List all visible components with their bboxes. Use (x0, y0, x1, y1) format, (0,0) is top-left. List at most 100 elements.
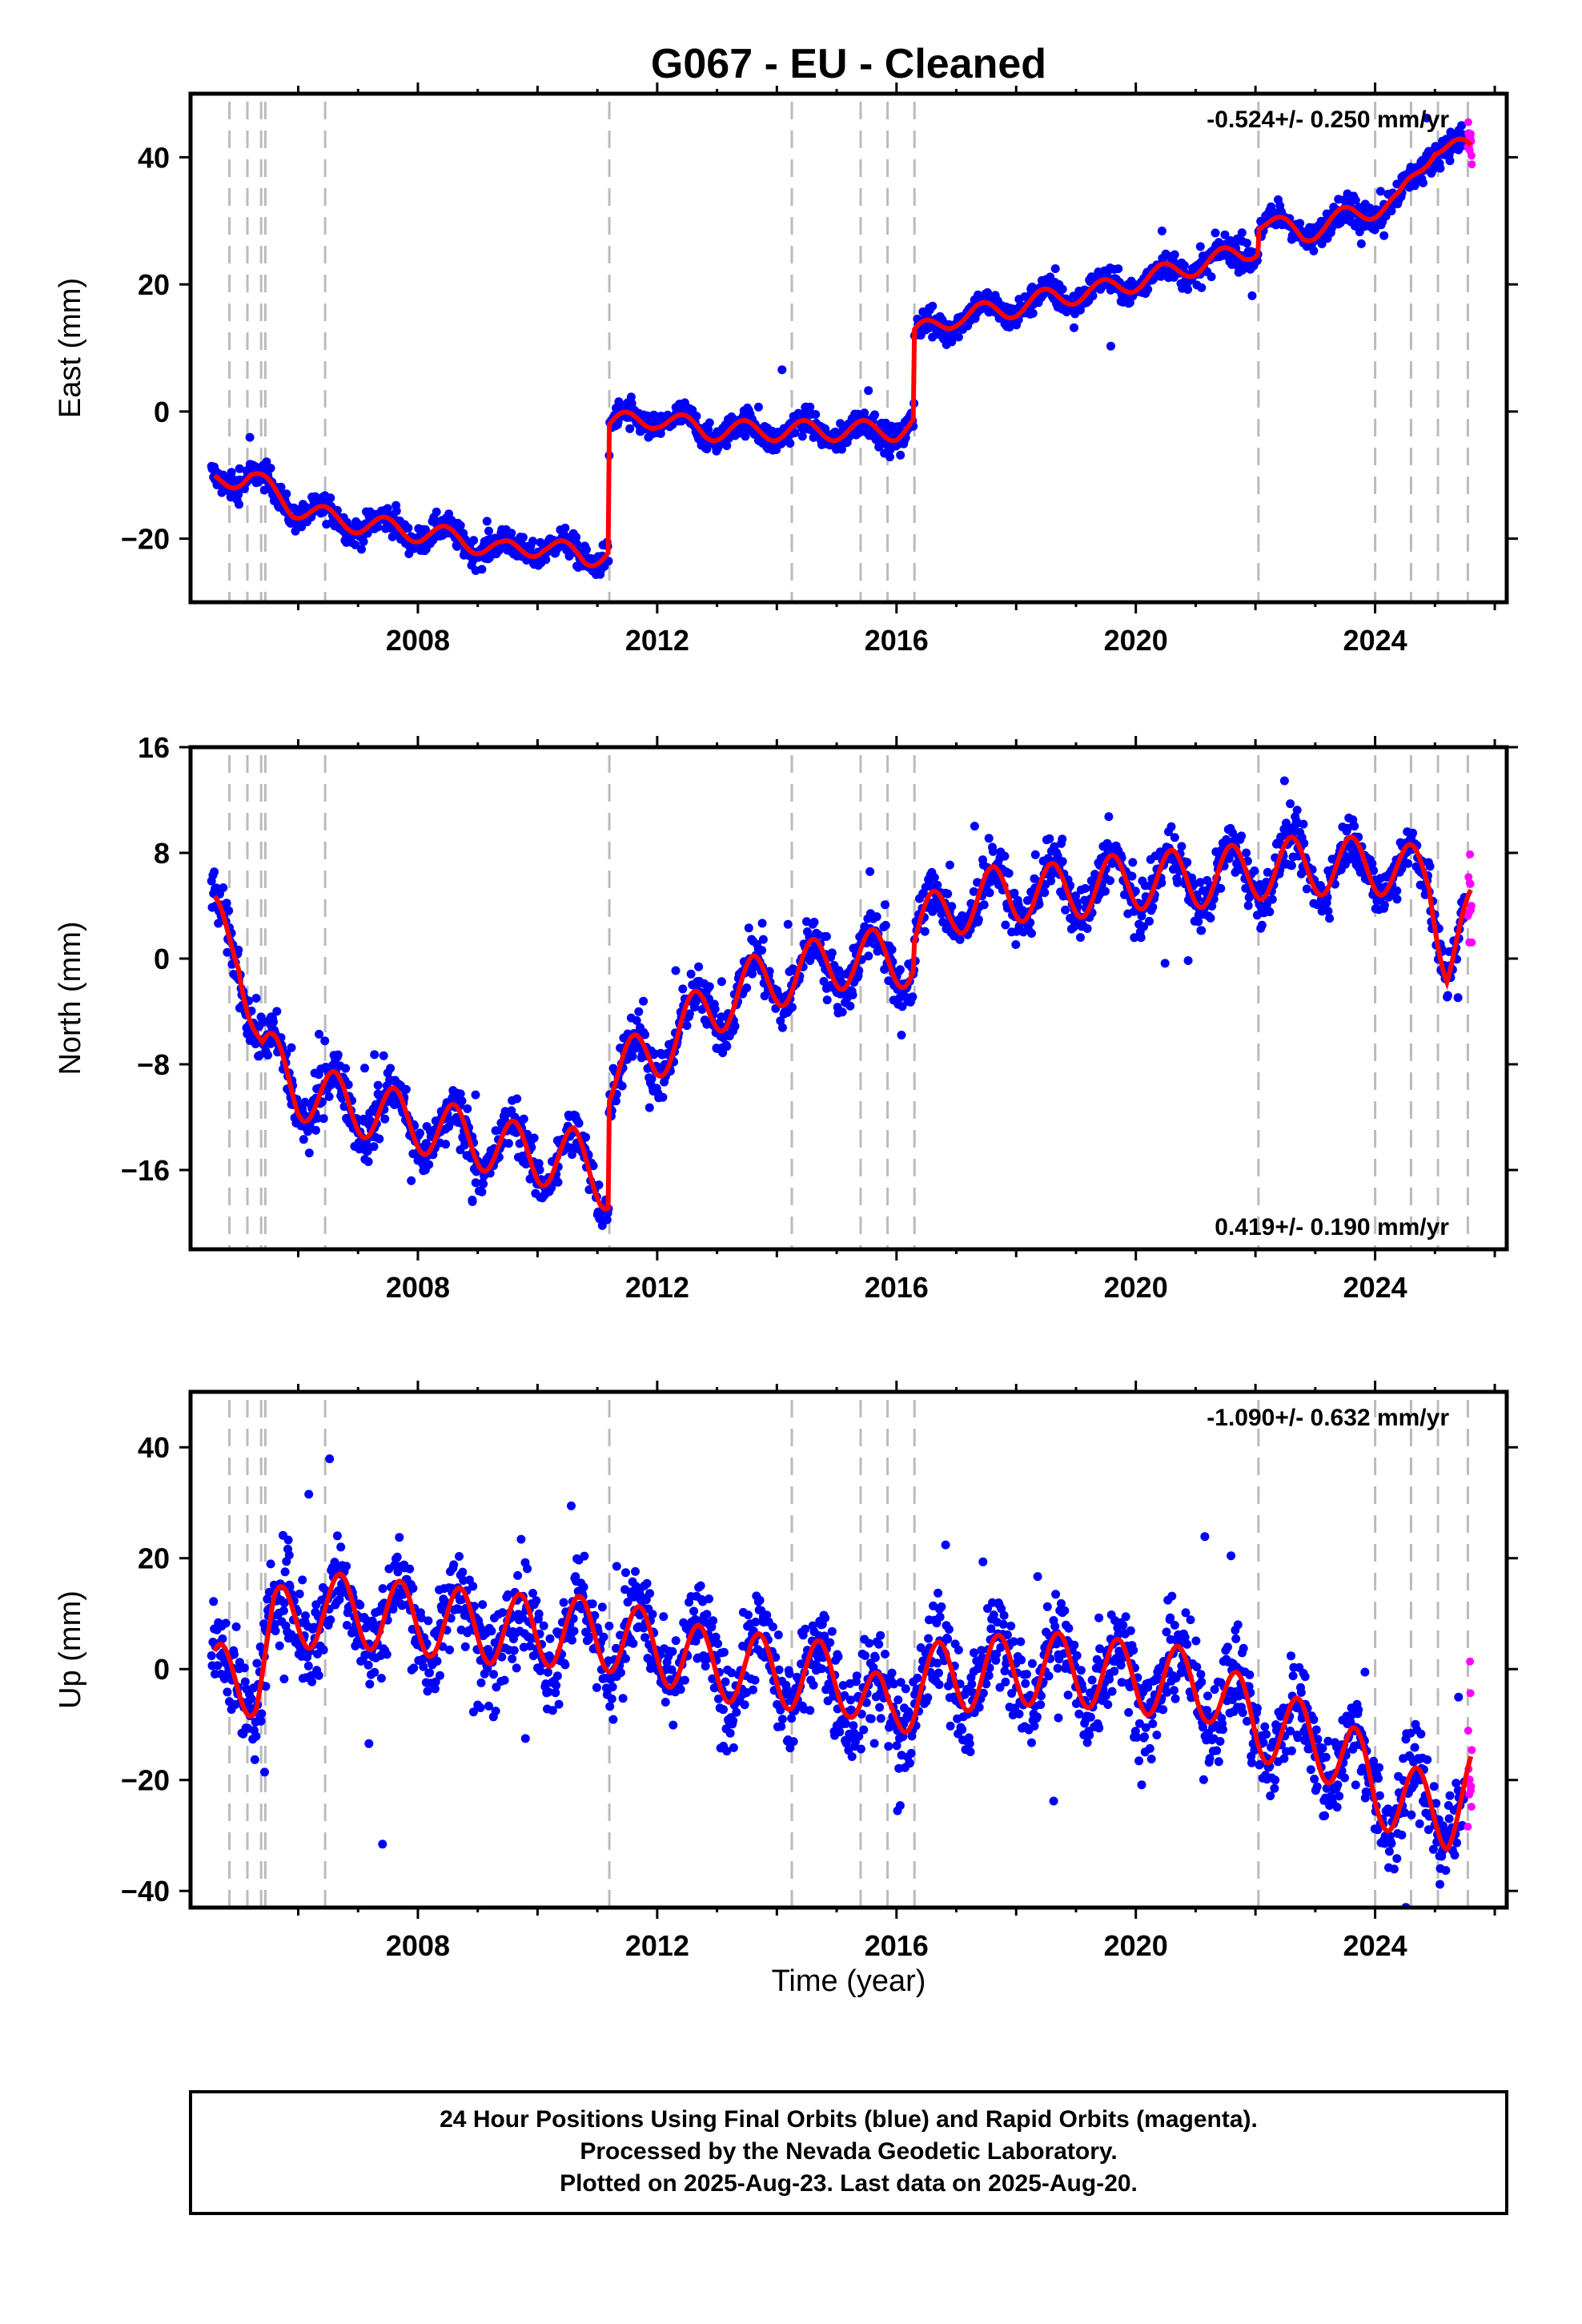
final-orbit-point (668, 1647, 677, 1656)
final-orbit-point (504, 1139, 513, 1148)
final-orbit-point (874, 1639, 884, 1649)
final-orbit-point (363, 1660, 373, 1670)
final-orbit-point (357, 545, 366, 554)
rapid-orbit-point (1467, 130, 1475, 139)
final-orbit-point (1267, 895, 1277, 904)
final-orbit-point (885, 452, 894, 462)
rapid-orbit-point (1468, 938, 1476, 947)
final-orbit-point (943, 889, 953, 899)
final-orbit-point (1157, 226, 1166, 235)
final-orbit-point (365, 507, 375, 517)
final-orbit-point (568, 1635, 576, 1645)
final-orbit-point (262, 457, 271, 467)
final-orbit-point (905, 1759, 914, 1768)
final-orbit-point (760, 991, 769, 1001)
final-orbit-point (797, 432, 807, 441)
final-orbit-point (1443, 991, 1452, 1000)
final-orbit-point (245, 432, 255, 442)
plot-frame (188, 745, 1509, 1252)
final-orbit-point (685, 1009, 694, 1019)
final-orbit-point (821, 931, 831, 941)
final-orbit-point (1177, 842, 1186, 851)
final-orbit-point (311, 1125, 320, 1135)
final-orbit-point (785, 439, 795, 448)
final-orbit-point (817, 1664, 826, 1674)
final-orbit-points (207, 776, 1469, 1230)
final-orbit-point (1004, 869, 1014, 878)
final-orbit-point (661, 1698, 670, 1707)
final-orbit-point (1206, 913, 1215, 923)
final-orbit-point (519, 1114, 528, 1124)
final-orbit-point (423, 1687, 432, 1696)
final-orbit-point (375, 1134, 384, 1144)
final-orbit-point (408, 1583, 418, 1593)
final-orbit-point (407, 1176, 416, 1185)
rapid-orbit-point (1466, 850, 1475, 858)
final-orbit-point (750, 1675, 760, 1685)
final-orbit-point (532, 1596, 541, 1606)
final-orbit-point (920, 927, 930, 936)
final-orbit-point (1351, 195, 1360, 205)
final-orbit-point (1179, 260, 1189, 270)
final-orbit-point (581, 1132, 591, 1142)
final-orbit-point (870, 1653, 880, 1663)
final-orbit-point (776, 1016, 785, 1026)
y-tick-label: 20 (138, 268, 170, 301)
final-orbit-point (1299, 819, 1308, 829)
plot-frame (188, 91, 1509, 605)
final-orbit-point (388, 1604, 398, 1614)
final-orbit-point (599, 1632, 608, 1642)
final-orbit-point (335, 1594, 344, 1604)
y-tick-label: −20 (121, 523, 170, 556)
final-orbit-point (827, 948, 837, 958)
final-orbit-point (1130, 933, 1139, 943)
final-orbit-point (551, 1688, 560, 1698)
final-orbit-point (409, 1663, 419, 1673)
final-orbit-point (852, 1671, 861, 1681)
final-orbit-point (705, 982, 714, 991)
final-orbit-point (536, 1667, 545, 1675)
rapid-orbit-point (1468, 160, 1476, 169)
final-orbit-point (777, 365, 787, 375)
final-orbit-point (722, 1042, 732, 1051)
final-orbit-point (616, 1668, 625, 1678)
final-orbit-point (251, 994, 261, 1003)
final-orbit-point (320, 1036, 330, 1046)
rate-label: -0.524+/- 0.250 mm/yr (1207, 107, 1449, 133)
final-orbit-point (809, 1680, 818, 1690)
final-orbit-point (790, 428, 800, 437)
final-orbit-point (628, 1638, 638, 1648)
final-orbit-point (1106, 876, 1114, 886)
final-orbit-point (471, 1090, 480, 1100)
final-orbit-point (809, 918, 819, 927)
final-orbit-point (1238, 236, 1247, 246)
final-orbit-point (701, 422, 711, 431)
final-orbit-point (1334, 195, 1343, 204)
final-orbit-point (602, 1215, 612, 1224)
final-orbit-point (954, 332, 963, 342)
final-orbit-point (1030, 850, 1040, 859)
final-orbit-point (788, 1003, 797, 1012)
final-orbit-point (906, 1748, 916, 1758)
final-orbit-point (1034, 899, 1044, 909)
final-orbit-point (479, 1179, 488, 1188)
final-orbit-point (718, 1048, 728, 1058)
final-orbit-point (210, 867, 219, 877)
final-orbit-point (404, 523, 413, 533)
final-orbit-point (758, 935, 768, 944)
final-orbit-point (1403, 858, 1413, 868)
final-orbit-point (1369, 866, 1379, 875)
final-orbit-point (713, 1639, 723, 1648)
x-tick-label: 2020 (1104, 624, 1168, 657)
final-orbit-point (424, 1616, 433, 1626)
final-orbit-point (401, 1084, 411, 1094)
final-orbit-point (725, 1728, 735, 1738)
final-orbit-point (1379, 231, 1389, 240)
final-orbit-point (1040, 888, 1050, 898)
final-orbit-point (314, 1671, 323, 1680)
final-orbit-point (1102, 267, 1111, 276)
final-orbit-point (1046, 876, 1056, 886)
